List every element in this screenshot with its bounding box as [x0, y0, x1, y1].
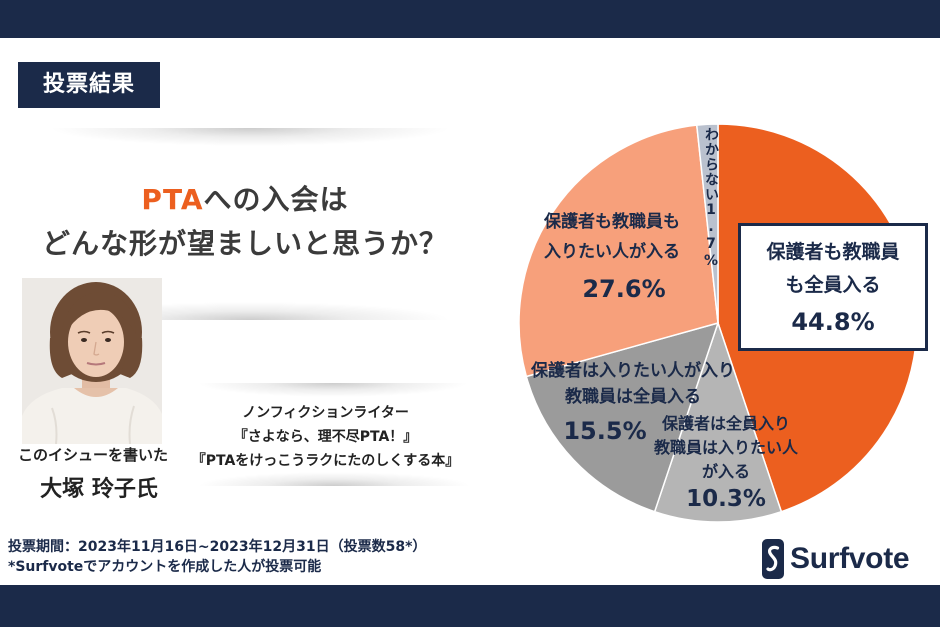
slice-category-line: 教職員は全員入る [565, 387, 701, 407]
voting-period: 投票期間：2023年11月16日~2023年12月31日（投票数58*） [8, 539, 427, 555]
pie-slice-parents-optional-teachers-all [525, 321, 720, 513]
writer-caption: このイシューを書いた [17, 446, 168, 464]
slice-category-line: 保護者も教職員 [766, 241, 900, 263]
question-line-2: どんな形が望ましいと思うか？ [41, 227, 448, 260]
slice-category-line: も全員入る [785, 274, 881, 296]
results-heading-tag: 投票結果 [18, 62, 160, 108]
poll-footer: 投票期間：2023年11月16日~2023年12月31日（投票数58*） *Su… [8, 537, 426, 577]
pie-slice-dont-know [695, 123, 719, 324]
writer-portrait-photo [22, 278, 162, 444]
slice-category-line: 保護者は入りたい人が入り [531, 361, 735, 381]
surfvote-logo-text: Surfvote [790, 542, 910, 575]
slice-category-label: 保護者は入りたい人が入り 教職員は全員入る [526, 358, 740, 410]
poll-question: PTAへの入会は どんな形が望ましいと思うか？ [30, 178, 460, 266]
pie-slice-parents-all-teachers-optional [653, 320, 783, 523]
slice-value-label: 27.6% [582, 275, 666, 303]
slice-label-parents-all-teachers-optional: 保護者は全員入り 教職員は入りたい人 が入る 10.3% [640, 412, 812, 514]
slice-value-label: 15.5% [563, 417, 647, 445]
voting-note: *Surfvoteでアカウントを作成した人が投票可能 [8, 559, 322, 575]
slice-category-line: が入る [701, 462, 750, 481]
slice-value-label: 1.7% [703, 202, 719, 270]
slice-category-label: 保護者も教職員も 入りたい人が入る [522, 207, 702, 267]
slice-category-label: わからない [703, 127, 719, 202]
slice-value-label: 10.3% [686, 486, 766, 512]
surfvote-logo-icon [762, 539, 784, 579]
slice-category-line: 入りたい人が入る [544, 242, 680, 262]
highlight-label-box: 保護者も教職員 も全員入る 44.8% [738, 223, 928, 351]
surfvote-logo: Surfvote [762, 539, 910, 579]
slice-label-dont-know: わからない1.7% [702, 127, 720, 270]
writer-profile: ノンフィクションライター 『さよなら、理不尽PTA！』 『PTAをけっこうラクに… [188, 401, 463, 473]
bottom-banner [0, 585, 940, 627]
profile-bottom-shadow [198, 472, 470, 486]
slice-category-line: 教職員は入りたい人 [653, 438, 798, 457]
profile-line-book-2: 『PTAをけっこうラクにたのしくする本』 [191, 453, 460, 469]
top-banner [0, 0, 940, 38]
question-line-1: PTAへの入会は [30, 178, 460, 222]
slice-category-label: 保護者は全員入り 教職員は入りたい人 が入る [640, 412, 812, 484]
pie-slice-both-optional [518, 124, 719, 378]
slice-label-parents-optional-teachers-all: 保護者は入りたい人が入り 教職員は全員入る 15.5% [526, 358, 740, 452]
slice-label-both-optional: 保護者も教職員も 入りたい人が入る 27.6% [522, 207, 702, 311]
profile-line-book-1: 『さよなら、理不尽PTA！』 [233, 429, 418, 445]
question-top-shadow [50, 128, 450, 146]
writer-name: 大塚 玲子氏 [40, 477, 158, 502]
question-highlight: PTA [141, 183, 204, 216]
profile-top-shadow [198, 383, 468, 397]
slice-category-line: わからない [703, 127, 719, 202]
slice-value-label: 44.8% [791, 308, 875, 336]
question-line-1-rest: への入会は [203, 183, 349, 216]
slice-category-line: 保護者は全員入り [661, 414, 790, 433]
slice-category-line: 保護者も教職員も [544, 212, 680, 232]
profile-line-occupation: ノンフィクションライター [242, 405, 409, 421]
slice-category-label: 保護者も教職員 も全員入る [741, 236, 925, 302]
